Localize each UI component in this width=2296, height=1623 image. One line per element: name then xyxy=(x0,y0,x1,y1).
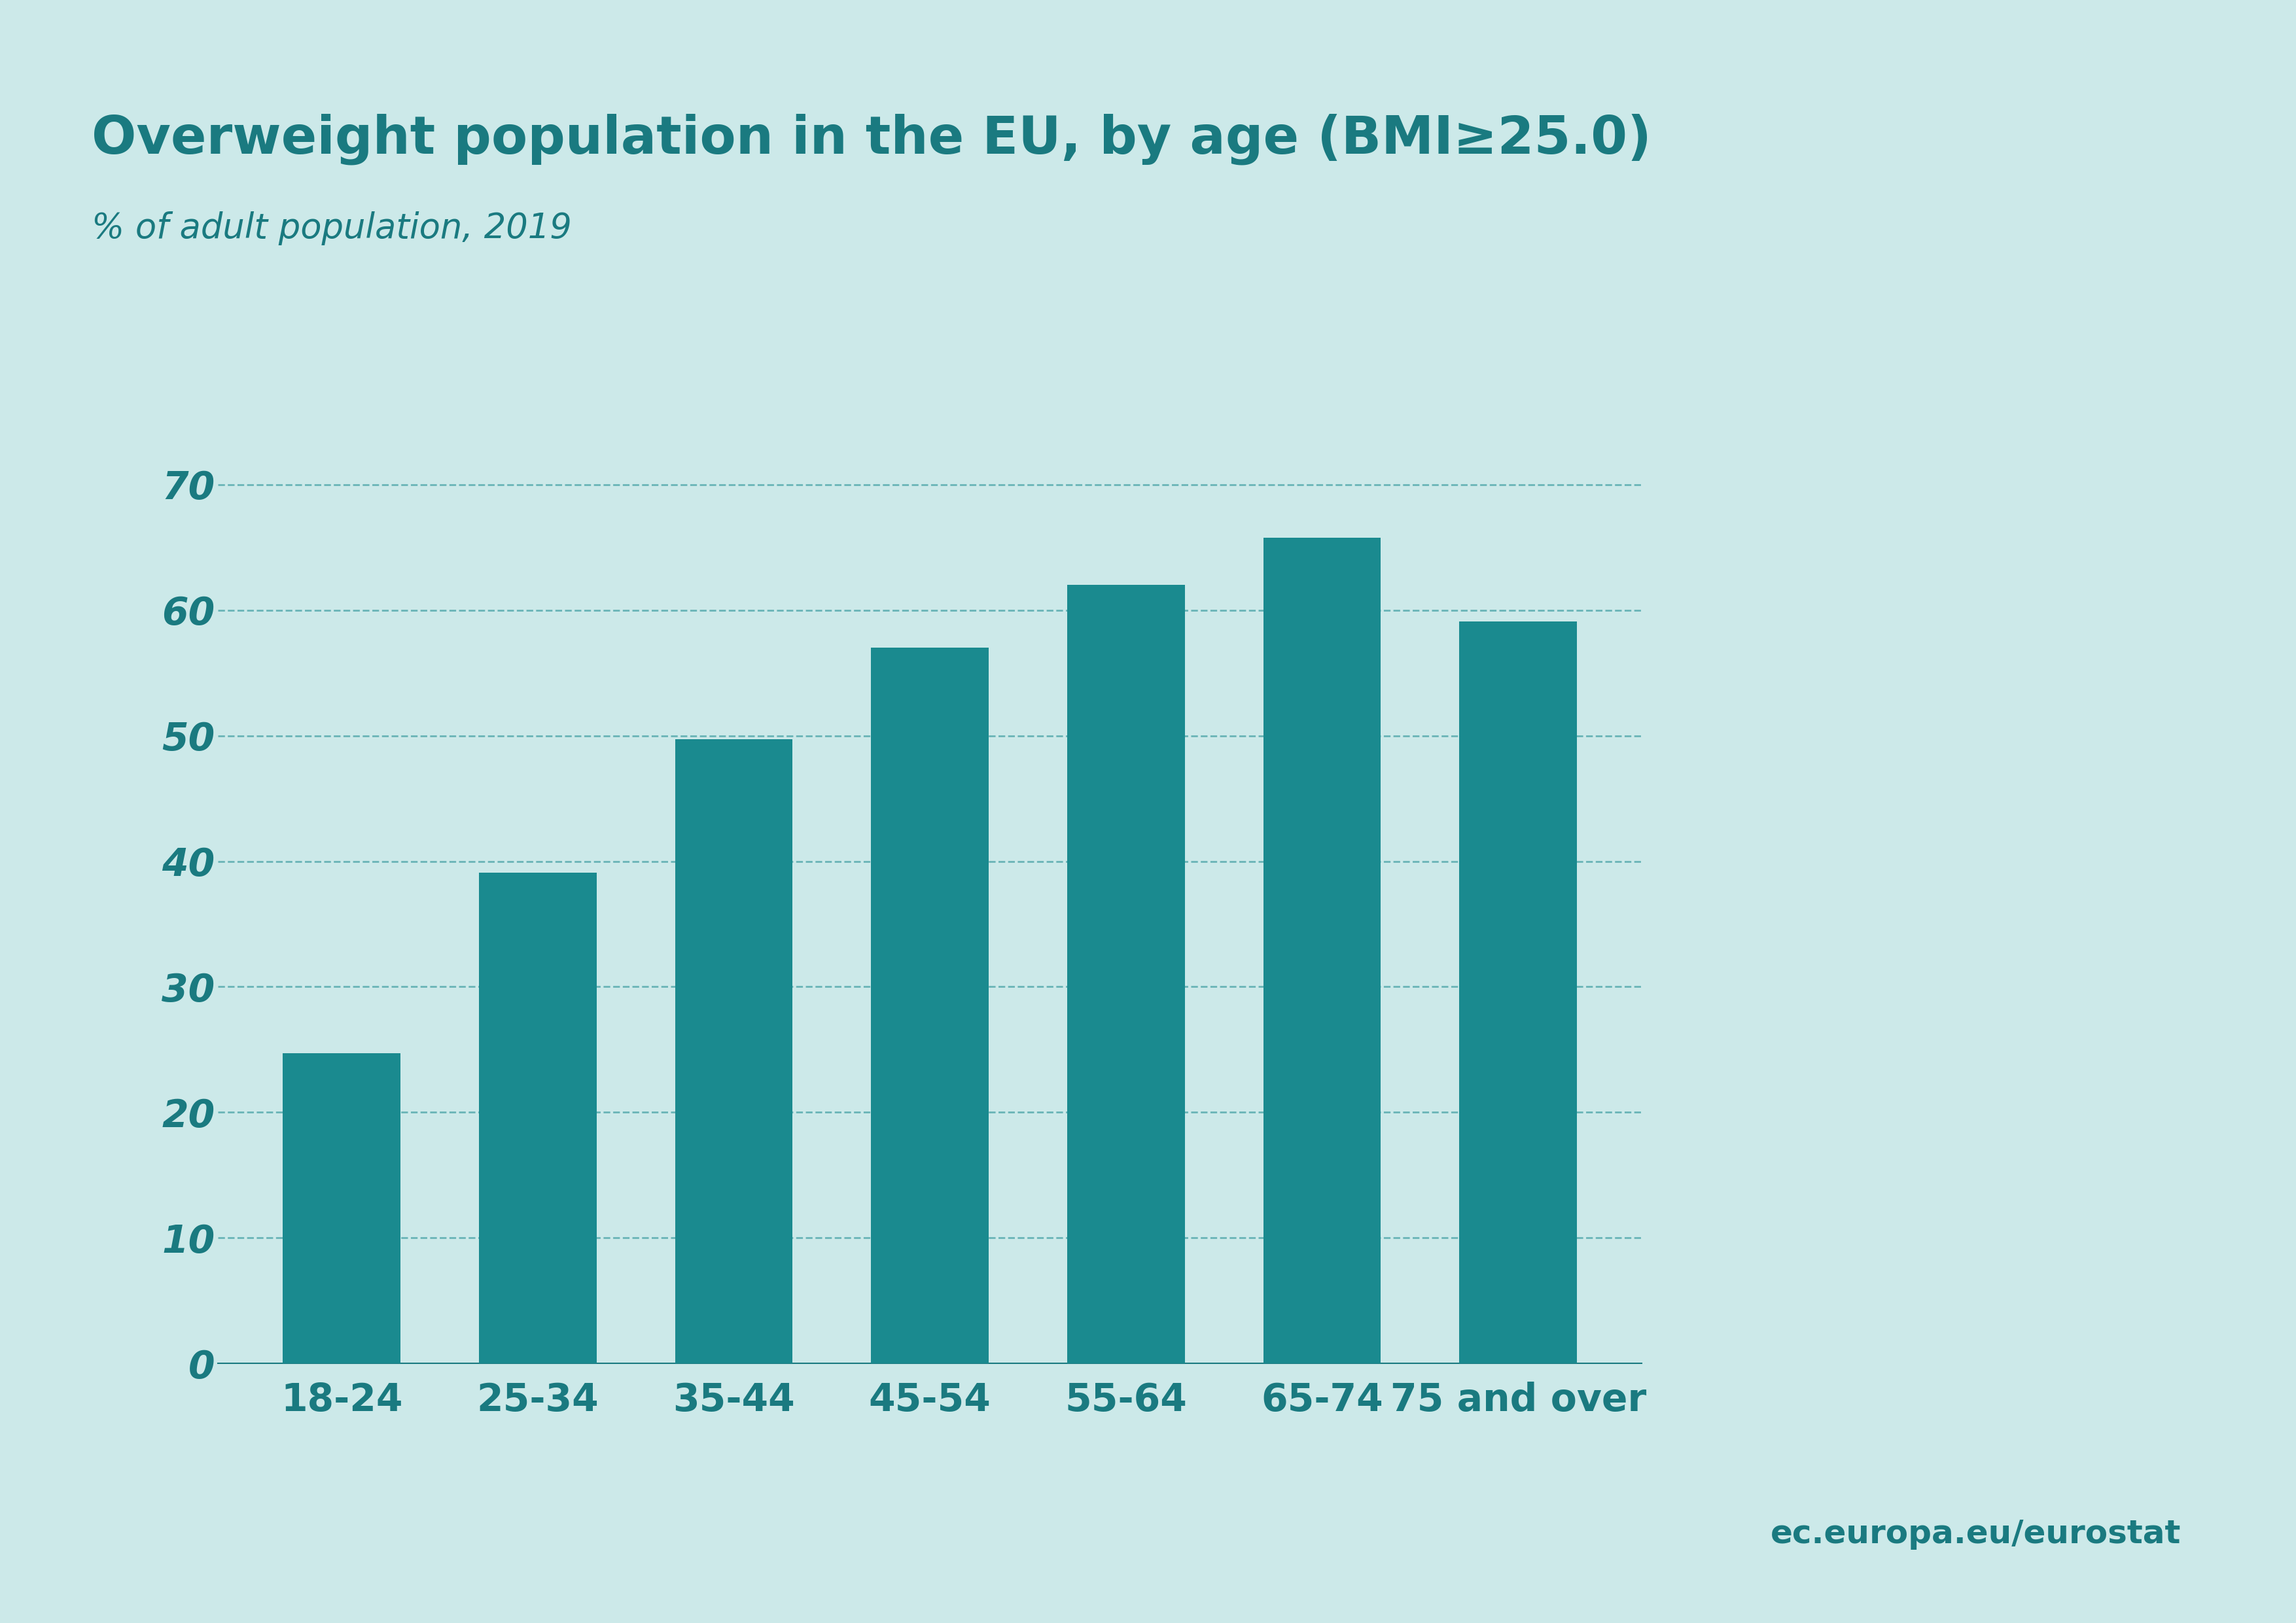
Bar xyxy=(1460,622,1577,1363)
Bar xyxy=(1263,537,1380,1363)
Text: Overweight population in the EU, by age (BMI≥25.0): Overweight population in the EU, by age … xyxy=(92,114,1651,166)
Text: ec.europa.eu/eurostat: ec.europa.eu/eurostat xyxy=(1770,1518,2181,1550)
Bar xyxy=(282,1053,400,1363)
Text: % of adult population, 2019: % of adult population, 2019 xyxy=(92,211,572,245)
Bar xyxy=(870,648,990,1363)
Bar xyxy=(675,740,792,1363)
Bar xyxy=(1068,586,1185,1363)
Bar xyxy=(480,873,597,1363)
